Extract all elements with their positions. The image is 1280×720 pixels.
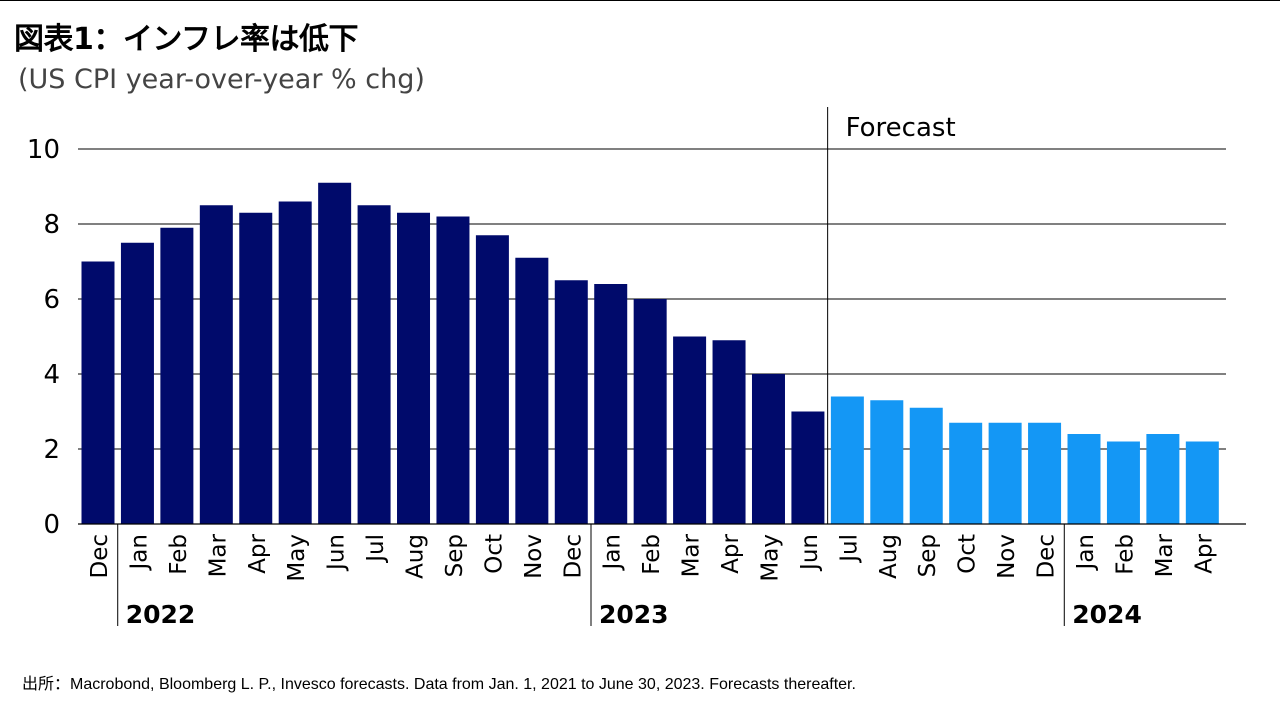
x-tick-label: Apr: [245, 533, 271, 573]
x-tick-label: Jan: [600, 534, 626, 571]
forecast-bar: [1028, 422, 1062, 524]
y-tick-label: 8: [43, 210, 60, 240]
x-tick-label: Mar: [1152, 533, 1178, 577]
actual-bar: [475, 235, 509, 524]
actual-bar: [594, 284, 628, 524]
forecast-bar: [870, 400, 904, 524]
actual-bar: [633, 299, 667, 524]
forecast-bar: [988, 422, 1022, 524]
year-label: 2022: [126, 600, 196, 629]
forecast-bar: [949, 422, 983, 524]
x-tick-label: Sep: [915, 534, 941, 577]
x-tick-label: Sep: [442, 534, 468, 577]
x-tick-label: Mar: [679, 533, 705, 577]
y-tick-label: 10: [27, 135, 60, 165]
x-tick-label: Dec: [87, 534, 113, 579]
x-tick-label: Jun: [324, 534, 350, 572]
actual-bar: [436, 216, 470, 524]
actual-bar: [160, 227, 194, 524]
actual-bar: [751, 374, 785, 524]
actual-bar: [278, 201, 312, 524]
forecast-bar: [1146, 434, 1180, 524]
x-tick-label: Oct: [955, 534, 981, 574]
x-tick-label: Nov: [994, 534, 1020, 579]
x-tick-label: Aug: [876, 534, 902, 579]
source-note: 出所：Macrobond, Bloomberg L. P., Invesco f…: [22, 676, 856, 693]
x-tick-label: May: [757, 534, 783, 582]
x-tick-label: Dec: [560, 534, 586, 579]
chart-title: 図表1：インフレ率は低下: [14, 22, 358, 57]
y-tick-label: 2: [43, 435, 60, 465]
x-tick-label: Jul: [363, 534, 389, 564]
actual-bar: [120, 242, 154, 524]
x-tick-label: Feb: [1112, 534, 1138, 575]
x-tick-label: Feb: [166, 534, 192, 575]
x-tick-label: Mar: [205, 533, 231, 577]
x-tick-label: Jun: [797, 534, 823, 572]
actual-bar: [791, 411, 825, 524]
forecast-label: Forecast: [846, 113, 956, 143]
x-tick-label: Apr: [1191, 533, 1217, 573]
forecast-bar: [830, 396, 864, 524]
actual-bar: [554, 280, 588, 524]
year-label: 2024: [1072, 600, 1142, 629]
forecast-bar: [1106, 441, 1140, 524]
actual-bar: [712, 340, 746, 524]
chart-subtitle: (US CPI year-over-year % chg): [18, 64, 425, 95]
forecast-bar: [1185, 441, 1219, 524]
x-tick-label: May: [284, 534, 310, 582]
y-tick-label: 4: [43, 360, 60, 390]
x-tick-label: Jan: [1073, 534, 1099, 571]
top-rule: [0, 0, 1280, 1]
y-tick-label: 6: [43, 285, 60, 315]
forecast-bar: [909, 407, 943, 524]
actual-bar: [81, 261, 115, 524]
actual-bar: [397, 212, 431, 524]
actual-bar: [515, 257, 549, 524]
y-tick-label: 0: [43, 510, 60, 540]
forecast-bar: [1067, 434, 1101, 524]
x-tick-label: Jul: [836, 534, 862, 564]
x-tick-label: Feb: [639, 534, 665, 575]
x-tick-label: Oct: [481, 534, 507, 574]
year-label: 2023: [599, 600, 669, 629]
x-tick-label: Jan: [126, 534, 152, 571]
actual-bar: [239, 212, 273, 524]
x-tick-label: Apr: [718, 533, 744, 573]
actual-bar: [673, 336, 707, 524]
actual-bar: [357, 205, 391, 524]
actual-bar: [199, 205, 233, 524]
x-tick-label: Aug: [403, 534, 429, 579]
x-tick-label: Nov: [521, 534, 547, 579]
x-tick-label: Dec: [1034, 534, 1060, 579]
actual-bar: [318, 182, 352, 524]
